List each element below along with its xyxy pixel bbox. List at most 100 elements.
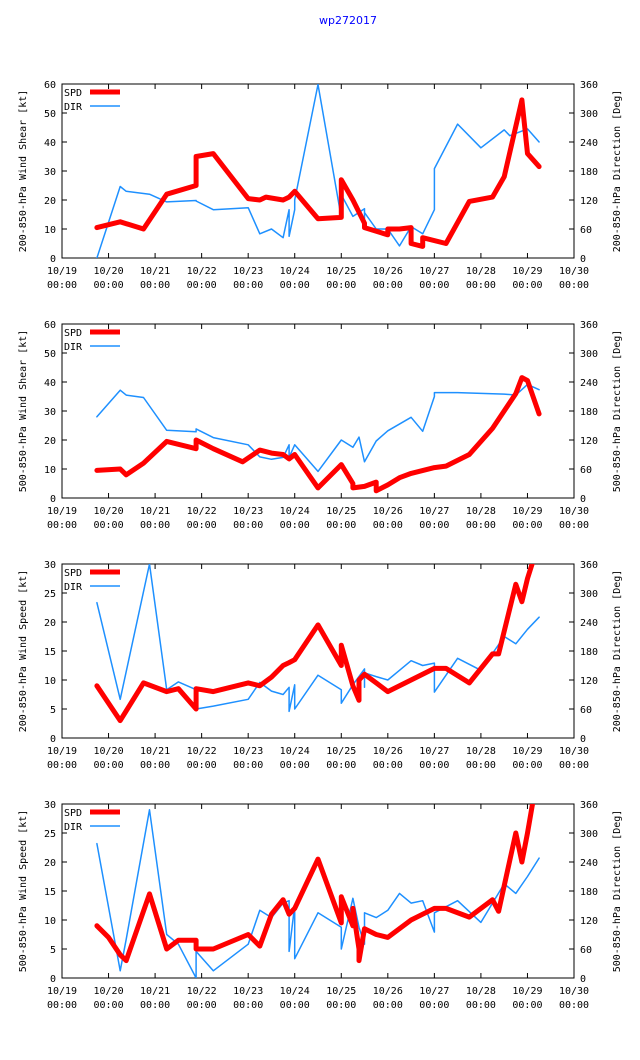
y2-tick-label: 0: [580, 734, 586, 745]
y-tick-label: 30: [44, 560, 56, 571]
x-tick-time: 00:00: [140, 280, 170, 291]
x-tick-time: 00:00: [233, 280, 263, 291]
x-tick-time: 00:00: [559, 520, 589, 531]
x-tick-date: 10/30: [559, 746, 589, 757]
x-tick-date: 10/22: [187, 986, 217, 997]
x-tick-time: 00:00: [559, 1000, 589, 1011]
y2-tick-label: 240: [580, 378, 598, 389]
dir-series-line: [96, 809, 540, 978]
x-tick-date: 10/24: [280, 746, 310, 757]
y-tick-label: 0: [50, 974, 56, 985]
x-tick-time: 00:00: [326, 1000, 356, 1011]
chart-panel-1: 10/19 00:00 10/20 00:00 10/21 00:00 10/22 00:00…: [18, 80, 623, 291]
y2-tick-label: 240: [580, 618, 598, 629]
spd-series-line: [94, 804, 536, 964]
x-tick-time: 00:00: [419, 520, 449, 531]
x-tick-time: 00:00: [140, 760, 170, 771]
chart-panel-3: 10/19 00:00 10/20 00:00 10/21 00:00 10/22 00:00…: [18, 560, 623, 771]
x-tick-time: 00:00: [419, 1000, 449, 1011]
x-tick-date: 10/25: [326, 506, 356, 517]
y-axis-title: 500-850-hPa Wind Shear [kt]: [18, 330, 29, 493]
legend-spd-label: SPD: [64, 328, 82, 339]
x-tick-time: 00:00: [187, 520, 217, 531]
y2-axis-title: 500-850-hPa Direction [Deg]: [612, 810, 623, 973]
x-tick-date: 10/26: [373, 746, 403, 757]
x-tick-date: 10/27: [419, 506, 449, 517]
legend-spd-label: SPD: [64, 568, 82, 579]
spd-series-line: [94, 375, 542, 494]
x-tick-date: 10/30: [559, 506, 589, 517]
x-tick-date: 10/26: [373, 266, 403, 277]
y-tick-label: 20: [44, 858, 56, 869]
y2-tick-label: 180: [580, 647, 598, 658]
x-tick-time: 00:00: [466, 520, 496, 531]
y2-tick-label: 360: [580, 560, 598, 571]
y2-tick-label: 240: [580, 138, 598, 149]
x-tick-date: 10/30: [559, 266, 589, 277]
y-tick-label: 20: [44, 436, 56, 447]
x-tick-date: 10/29: [512, 746, 542, 757]
x-tick-time: 00:00: [280, 280, 310, 291]
chart-panel-2: 10/19 00:00 10/20 00:00 10/21 00:00 10/22 00:00…: [18, 320, 623, 531]
x-tick-time: 00:00: [280, 520, 310, 531]
x-tick-date: 10/29: [512, 986, 542, 997]
y2-tick-label: 0: [580, 494, 586, 505]
x-tick-time: 00:00: [512, 1000, 542, 1011]
x-tick-date: 10/30: [559, 986, 589, 997]
y-tick-label: 0: [50, 734, 56, 745]
y-tick-label: 40: [44, 378, 56, 389]
x-tick-time: 00:00: [233, 1000, 263, 1011]
y2-tick-label: 120: [580, 916, 598, 927]
x-tick-time: 00:00: [512, 520, 542, 531]
y-tick-label: 10: [44, 465, 56, 476]
x-tick-date: 10/27: [419, 266, 449, 277]
x-tick-time: 00:00: [140, 1000, 170, 1011]
x-tick-time: 00:00: [93, 520, 123, 531]
y-tick-label: 30: [44, 800, 56, 811]
x-tick-date: 10/19: [47, 506, 77, 517]
y2-tick-label: 0: [580, 974, 586, 985]
x-tick-date: 10/22: [187, 506, 217, 517]
y-tick-label: 0: [50, 494, 56, 505]
x-tick-time: 00:00: [466, 1000, 496, 1011]
x-tick-date: 10/19: [47, 746, 77, 757]
x-tick-time: 00:00: [280, 760, 310, 771]
x-tick-date: 10/28: [466, 506, 496, 517]
x-tick-date: 10/25: [326, 986, 356, 997]
x-tick-time: 00:00: [187, 760, 217, 771]
x-tick-time: 00:00: [419, 280, 449, 291]
x-tick-date: 10/28: [466, 986, 496, 997]
y-tick-label: 5: [50, 705, 56, 716]
x-tick-date: 10/23: [233, 746, 263, 757]
x-tick-date: 10/20: [93, 986, 123, 997]
x-tick-time: 00:00: [187, 280, 217, 291]
x-tick-time: 00:00: [512, 760, 542, 771]
y-tick-label: 60: [44, 80, 56, 91]
x-tick-date: 10/23: [233, 266, 263, 277]
y-tick-label: 0: [50, 254, 56, 265]
legend-spd-label: SPD: [64, 88, 82, 99]
x-tick-time: 00:00: [326, 520, 356, 531]
x-tick-date: 10/23: [233, 986, 263, 997]
x-tick-date: 10/24: [280, 986, 310, 997]
y2-tick-label: 300: [580, 349, 598, 360]
y-tick-label: 30: [44, 407, 56, 418]
x-tick-date: 10/21: [140, 746, 170, 757]
y-axis-title: 500-850-hPa Wind Speed [kt]: [18, 810, 29, 973]
x-tick-date: 10/19: [47, 266, 77, 277]
y2-tick-label: 0: [580, 254, 586, 265]
plot-frame: [61, 803, 575, 979]
x-tick-time: 00:00: [280, 1000, 310, 1011]
legend-dir-label: DIR: [64, 582, 83, 593]
spd-series-line: [94, 564, 535, 724]
y-tick-label: 40: [44, 138, 56, 149]
x-tick-time: 00:00: [326, 760, 356, 771]
y-axis-title: 200-850-hPa Wind Shear [kt]: [18, 90, 29, 253]
x-tick-time: 00:00: [93, 280, 123, 291]
x-tick-date: 10/27: [419, 986, 449, 997]
x-tick-date: 10/25: [326, 266, 356, 277]
x-tick-date: 10/20: [93, 746, 123, 757]
y-tick-label: 25: [44, 829, 56, 840]
dir-series-line: [96, 84, 540, 258]
y-tick-label: 10: [44, 676, 56, 687]
